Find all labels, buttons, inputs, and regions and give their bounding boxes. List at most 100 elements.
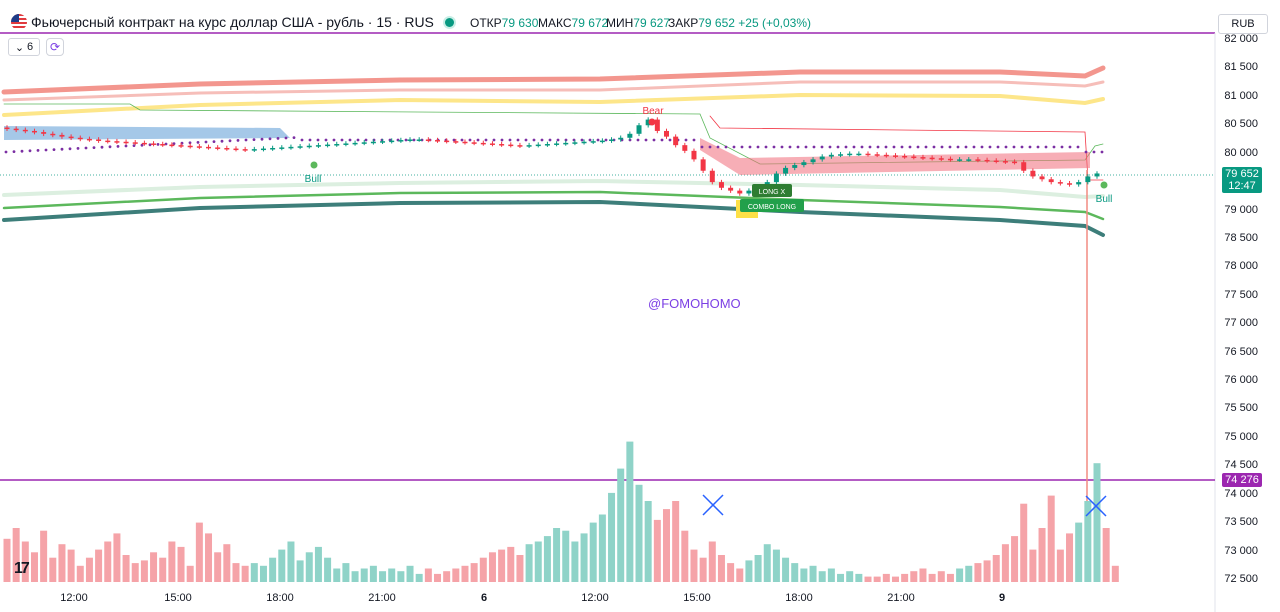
candle-body [489, 143, 495, 145]
price-axis-tick: 74 500 [1224, 459, 1258, 472]
volume-bar [488, 552, 496, 582]
dotted-marker [684, 138, 688, 142]
volume-bar [782, 557, 790, 582]
volume-bar [351, 571, 359, 582]
volume-bar [736, 568, 744, 582]
candle-body [123, 141, 129, 144]
volume-bar [250, 563, 258, 582]
candle-body [480, 142, 486, 145]
volume-bar [150, 552, 158, 582]
volume-bar [717, 555, 725, 582]
bull-signal-dot [1100, 181, 1108, 189]
volume-bar [131, 563, 139, 582]
volume-bar [507, 546, 515, 582]
volume-bar [873, 576, 881, 582]
candle-body [50, 133, 56, 136]
candle-body [1021, 162, 1027, 171]
price-axis-tick: 74 000 [1224, 487, 1258, 500]
dotted-marker [756, 145, 760, 149]
candle-body [627, 133, 633, 138]
candle-body [114, 141, 120, 143]
dotted-marker [132, 144, 136, 148]
volume-bar [965, 565, 973, 582]
volume-bar [232, 563, 240, 582]
dotted-marker [668, 138, 672, 142]
time-axis-tick: 15:00 [164, 592, 192, 604]
volume-bar [644, 501, 652, 582]
volume-bar [21, 541, 29, 582]
candle-body [1067, 183, 1073, 185]
dotted-marker [156, 143, 160, 146]
dotted-marker [12, 150, 16, 154]
candle-body [444, 140, 450, 143]
volume-bar [269, 557, 277, 582]
candle-body [370, 141, 376, 144]
long-x-badge [752, 184, 792, 197]
candle-body [599, 140, 605, 143]
candle-body [874, 154, 880, 156]
candle-body [4, 127, 10, 130]
price-axis-tick: 77 000 [1224, 317, 1258, 330]
dotted-marker [324, 138, 328, 142]
volume-bar [956, 568, 964, 582]
candle-body [132, 142, 138, 144]
dotted-marker [220, 139, 224, 143]
chart-grid [0, 32, 1216, 612]
volume-bar [1102, 528, 1110, 582]
volume-bar [516, 555, 524, 582]
candle-body [361, 142, 367, 144]
candle-body [435, 140, 441, 142]
refresh-icon[interactable]: ⟳ [46, 38, 64, 56]
volume-bar [415, 573, 423, 582]
dotted-marker [1012, 145, 1016, 149]
dotted-marker [1020, 145, 1024, 149]
dotted-marker [884, 145, 888, 149]
volume-bar [1111, 565, 1119, 582]
bull-label: Bull [1096, 194, 1113, 205]
dotted-marker [980, 145, 984, 149]
candle-body [892, 155, 898, 157]
dotted-marker [548, 138, 552, 142]
price-axis-tick: 78 000 [1224, 260, 1258, 273]
candle-body [270, 148, 276, 150]
time-axis-tick: 6 [480, 592, 488, 604]
tradingview-logo[interactable]: 17 [14, 560, 30, 577]
candle-body [141, 142, 147, 145]
last-price-value: 79 652 [1225, 168, 1259, 180]
candle-body [718, 182, 724, 188]
volume-bar [974, 563, 982, 582]
dotted-marker [172, 142, 176, 146]
currency-button[interactable]: RUB [1218, 14, 1268, 34]
dotted-marker [1084, 150, 1088, 154]
indicators-toggle-button[interactable]: ⌄ 6 [8, 38, 40, 56]
volume-bar [104, 541, 112, 582]
volume-bar [12, 528, 20, 582]
volume-bar [159, 557, 167, 582]
dotted-marker [244, 138, 248, 142]
dotted-marker [468, 138, 472, 142]
candle-body [416, 139, 422, 141]
symbol-title[interactable]: Фьючерсный контракт на курс доллар США -… [31, 14, 434, 30]
candle-body [1012, 161, 1018, 164]
volume-bar [553, 528, 561, 582]
candle-body [590, 141, 596, 143]
candle-body [709, 170, 715, 183]
volume-bar [617, 468, 625, 582]
volume-bar [296, 560, 304, 582]
dotted-marker [500, 138, 504, 142]
horizontal-line-price-tag[interactable]: 74 276 [1222, 473, 1262, 487]
candle-body [508, 144, 514, 147]
bull-label: Bull [305, 174, 322, 185]
volume-bar [800, 568, 808, 582]
candle-body [233, 148, 239, 151]
candle-body [581, 141, 587, 144]
dotted-marker [300, 138, 304, 142]
volume-bar [809, 565, 817, 582]
candle-body [773, 173, 779, 183]
dotted-marker [1092, 150, 1096, 154]
candle-body [1048, 179, 1054, 183]
volume-bar [543, 536, 551, 582]
volume-bar [1066, 533, 1074, 582]
bar-countdown: 12:47 [1228, 180, 1256, 192]
